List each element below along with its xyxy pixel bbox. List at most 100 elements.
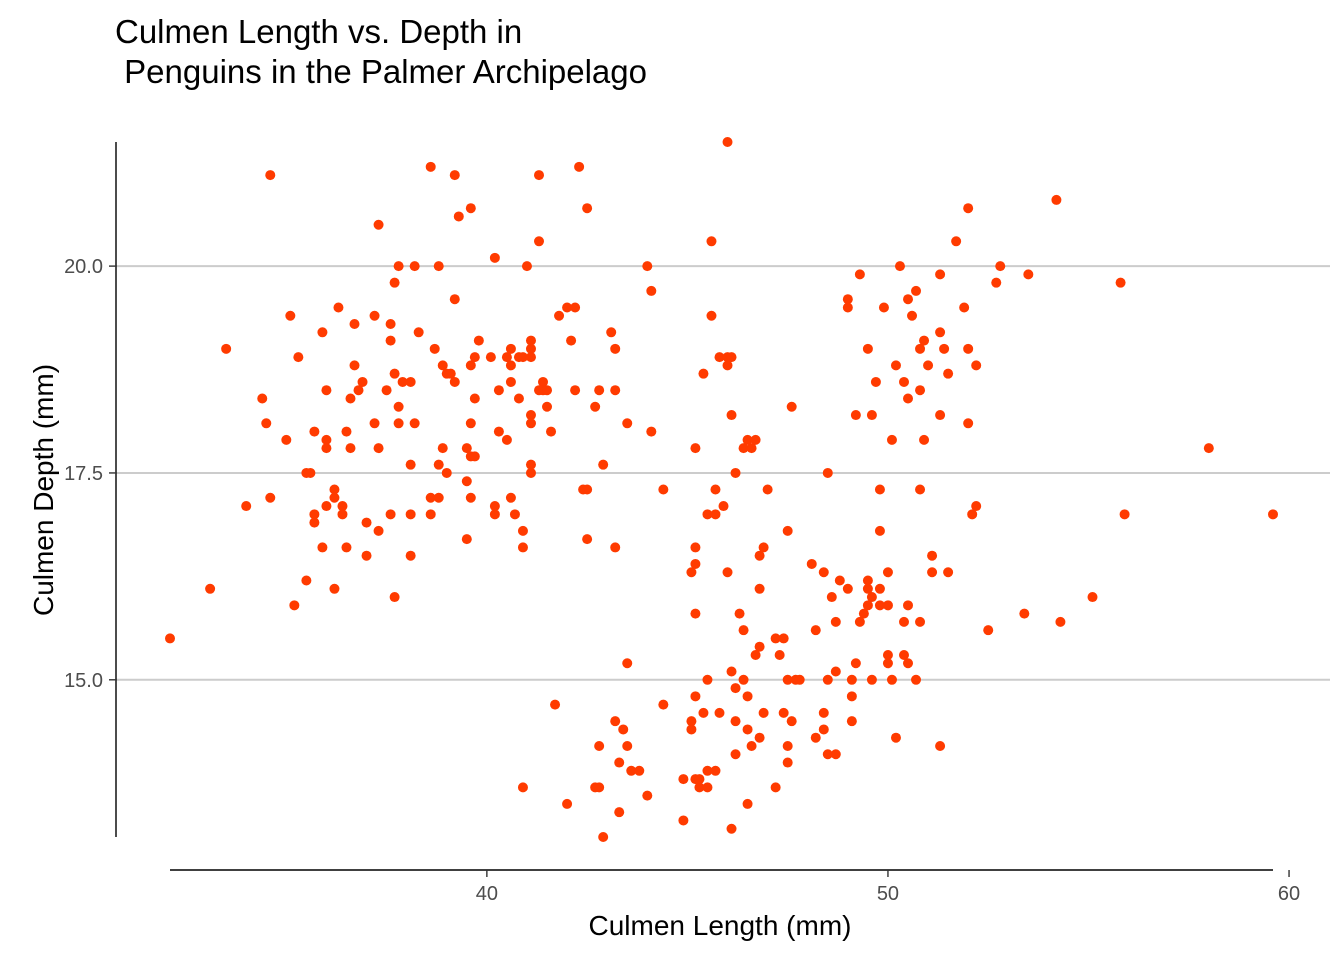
data-point: [373, 443, 384, 454]
data-point: [349, 360, 360, 371]
data-point: [754, 732, 765, 743]
data-point: [594, 782, 605, 793]
data-point: [830, 666, 841, 677]
x-axis-label-row: Culmen Length (mm): [0, 910, 1344, 942]
y-tick-label: 20.0: [64, 256, 103, 278]
data-point: [205, 583, 216, 594]
data-point: [742, 798, 753, 809]
data-point: [534, 170, 545, 181]
data-point: [943, 567, 954, 578]
data-point: [445, 368, 456, 379]
data-point: [285, 310, 296, 321]
data-point: [907, 310, 918, 321]
data-point: [473, 335, 484, 346]
data-point: [1055, 616, 1066, 627]
data-point: [794, 674, 805, 685]
data-point: [397, 376, 408, 387]
data-point: [425, 509, 436, 520]
data-point: [449, 170, 460, 181]
data-point: [373, 219, 384, 230]
data-point: [614, 807, 625, 818]
data-point: [409, 418, 420, 429]
data-point: [702, 674, 713, 685]
data-point: [441, 467, 452, 478]
data-point: [525, 410, 536, 421]
data-point: [469, 393, 480, 404]
data-point: [903, 393, 914, 404]
data-point: [337, 509, 348, 520]
data-point: [746, 740, 757, 751]
data-point: [822, 674, 833, 685]
data-point: [389, 368, 400, 379]
data-point: [610, 716, 621, 727]
data-point: [786, 716, 797, 727]
data-point: [738, 443, 749, 454]
data-point: [939, 343, 950, 354]
data-point: [742, 691, 753, 702]
data-point: [465, 492, 476, 503]
data-point: [762, 484, 773, 495]
data-point: [369, 310, 380, 321]
data-point: [321, 443, 332, 454]
data-point: [818, 707, 829, 718]
data-point: [610, 343, 621, 354]
data-point: [622, 418, 633, 429]
data-point: [389, 277, 400, 288]
data-point: [582, 534, 593, 545]
data-point: [521, 261, 532, 272]
data-point: [878, 302, 889, 313]
data-point: [646, 285, 657, 296]
data-point: [894, 261, 905, 272]
data-point: [858, 608, 869, 619]
data-point: [642, 790, 653, 801]
data-point: [542, 401, 553, 412]
data-point: [221, 343, 232, 354]
data-point: [854, 269, 865, 280]
data-point: [385, 509, 396, 520]
y-gridlines: [116, 265, 1330, 681]
data-point: [971, 360, 982, 371]
data-point: [758, 707, 769, 718]
data-point: [963, 343, 974, 354]
data-point: [818, 724, 829, 735]
data-point: [898, 649, 909, 660]
data-point: [778, 633, 789, 644]
data-point: [550, 699, 561, 710]
data-point: [562, 798, 573, 809]
data-point: [385, 335, 396, 346]
data-point: [903, 294, 914, 305]
data-point: [935, 269, 946, 280]
data-point: [501, 352, 512, 363]
data-point: [890, 360, 901, 371]
data-point: [726, 410, 737, 421]
data-point: [293, 352, 304, 363]
data-point: [730, 683, 741, 694]
data-point: [706, 310, 717, 321]
data-point: [317, 327, 328, 338]
data-point: [774, 649, 785, 660]
data-point: [594, 740, 605, 751]
data-point: [738, 625, 749, 636]
data-point: [750, 434, 761, 445]
data-point: [915, 385, 926, 396]
data-point: [469, 451, 480, 462]
data-point: [758, 542, 769, 553]
x-axis-label: Culmen Length (mm): [588, 910, 852, 941]
data-point: [678, 774, 689, 785]
data-point: [489, 501, 500, 512]
data-point: [405, 550, 416, 561]
data-point: [566, 335, 577, 346]
data-point: [341, 426, 352, 437]
y-axis-ticks: 15.0 17.5 20.0: [64, 256, 116, 692]
data-point: [770, 633, 781, 644]
data-point: [846, 674, 857, 685]
data-point: [810, 625, 821, 636]
data-point: [886, 434, 897, 445]
data-point: [241, 501, 252, 512]
data-point: [686, 716, 697, 727]
data-point: [333, 302, 344, 313]
data-point: [598, 459, 609, 470]
data-point: [642, 261, 653, 272]
data-point: [746, 443, 757, 454]
data-point: [610, 542, 621, 553]
